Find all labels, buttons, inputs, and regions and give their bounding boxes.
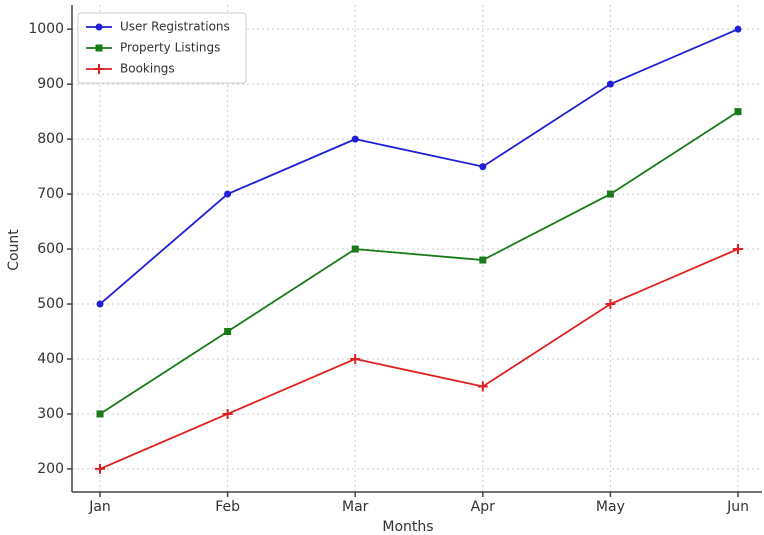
y-tick-label: 800: [37, 131, 64, 147]
legend-label: Property Listings: [120, 41, 220, 55]
y-tick-label: 600: [37, 241, 64, 257]
x-tick-label: Jun: [726, 499, 749, 515]
legend-box: [77, 12, 247, 84]
data-point: [734, 108, 742, 116]
data-point: [350, 353, 361, 364]
data-point: [606, 190, 614, 198]
data-point: [224, 190, 232, 198]
data-point: [734, 25, 742, 33]
data-point: [479, 163, 487, 171]
x-tick-label: Feb: [215, 499, 240, 515]
legend-label: User Registrations: [120, 20, 230, 34]
y-tick-label: 900: [37, 76, 64, 92]
data-point: [351, 135, 359, 143]
legend-marker: [94, 64, 104, 74]
x-tick-label: Jan: [88, 499, 111, 515]
data-point: [95, 463, 105, 474]
x-tick-label: May: [596, 499, 625, 515]
data-point: [96, 300, 104, 308]
y-tick-label: 400: [37, 351, 64, 367]
y-tick-label: 500: [37, 296, 64, 312]
legend-marker: [95, 44, 103, 52]
data-point: [224, 327, 232, 335]
series-line: [99, 28, 739, 305]
legend-marker: [95, 23, 103, 31]
legend-label: Bookings: [120, 62, 175, 76]
series-line: [99, 110, 739, 415]
legend: User Registrations Property Listings Booki…: [77, 12, 247, 84]
y-axis-label: Count: [6, 229, 22, 271]
data-point: [351, 245, 359, 253]
data-point: [733, 244, 743, 255]
series-line: [99, 248, 739, 470]
y-tick-label: 700: [37, 186, 64, 202]
data-point: [606, 80, 614, 88]
data-point: [222, 408, 233, 419]
data-point: [96, 410, 104, 418]
data-point: [479, 256, 487, 264]
data-point: [605, 299, 616, 310]
y-tick-label: 200: [37, 461, 64, 477]
x-tick-label: Apr: [471, 499, 495, 515]
x-axis-label: Months: [382, 519, 433, 535]
x-tick-label: Mar: [342, 499, 369, 515]
y-tick-label: 300: [37, 406, 64, 422]
data-point: [477, 381, 488, 392]
y-tick-label: 1000: [28, 21, 64, 37]
